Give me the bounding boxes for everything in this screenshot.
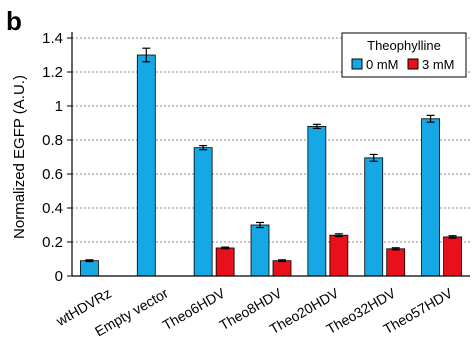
panel-letter: b xyxy=(6,6,22,36)
y-axis-ticks: 0 0.2 0.4 0.6 0.8 1 1.2 1.4 xyxy=(42,30,72,285)
legend-swatch-3mm xyxy=(407,58,419,70)
bar-0mm-theo8hdv xyxy=(250,224,270,277)
bar-0mm-theo20hdv xyxy=(307,126,327,277)
bar-3mm-theo20hdv xyxy=(329,234,349,277)
legend-label-0mm: 0 mM xyxy=(366,57,399,72)
legend-label-3mm: 3 mM xyxy=(422,57,455,72)
legend: Theophylline 0 mM 3 mM xyxy=(341,32,467,78)
legend-title: Theophylline xyxy=(367,38,441,53)
axes xyxy=(71,32,470,277)
bar-3mm-theo57hdv xyxy=(443,236,462,277)
y-tick-label: 0.6 xyxy=(42,166,63,183)
y-tick-label: 0.4 xyxy=(42,200,63,217)
bar-3mm-theo8hdv xyxy=(272,260,292,277)
bar-0mm-empty-vector xyxy=(136,54,156,277)
y-tick-label: 0.8 xyxy=(42,132,63,149)
y-tick-label: 1.4 xyxy=(42,30,63,47)
x-tick-label: Theo6HDV xyxy=(160,284,229,333)
bar-3mm-theo6hdv xyxy=(215,247,235,277)
bar-0mm-theo6hdv xyxy=(193,147,213,277)
y-tick-label: 1.2 xyxy=(42,64,63,81)
legend-box xyxy=(341,32,467,78)
legend-swatch-0mm xyxy=(351,58,363,70)
y-tick-label: 1 xyxy=(55,98,63,115)
bar-0mm-wthdvrz xyxy=(80,260,99,277)
bar-0mm-theo32hdv xyxy=(364,157,384,277)
y-tick-label: 0 xyxy=(55,268,63,285)
error-bars xyxy=(85,47,457,263)
bar-0mm-theo57hdv xyxy=(421,118,440,277)
bar-3mm-theo32hdv xyxy=(386,248,406,277)
y-tick-label: 0.2 xyxy=(42,234,63,251)
y-axis-title: Normalized EGFP (A.U.) xyxy=(11,75,28,239)
bars xyxy=(80,54,462,277)
